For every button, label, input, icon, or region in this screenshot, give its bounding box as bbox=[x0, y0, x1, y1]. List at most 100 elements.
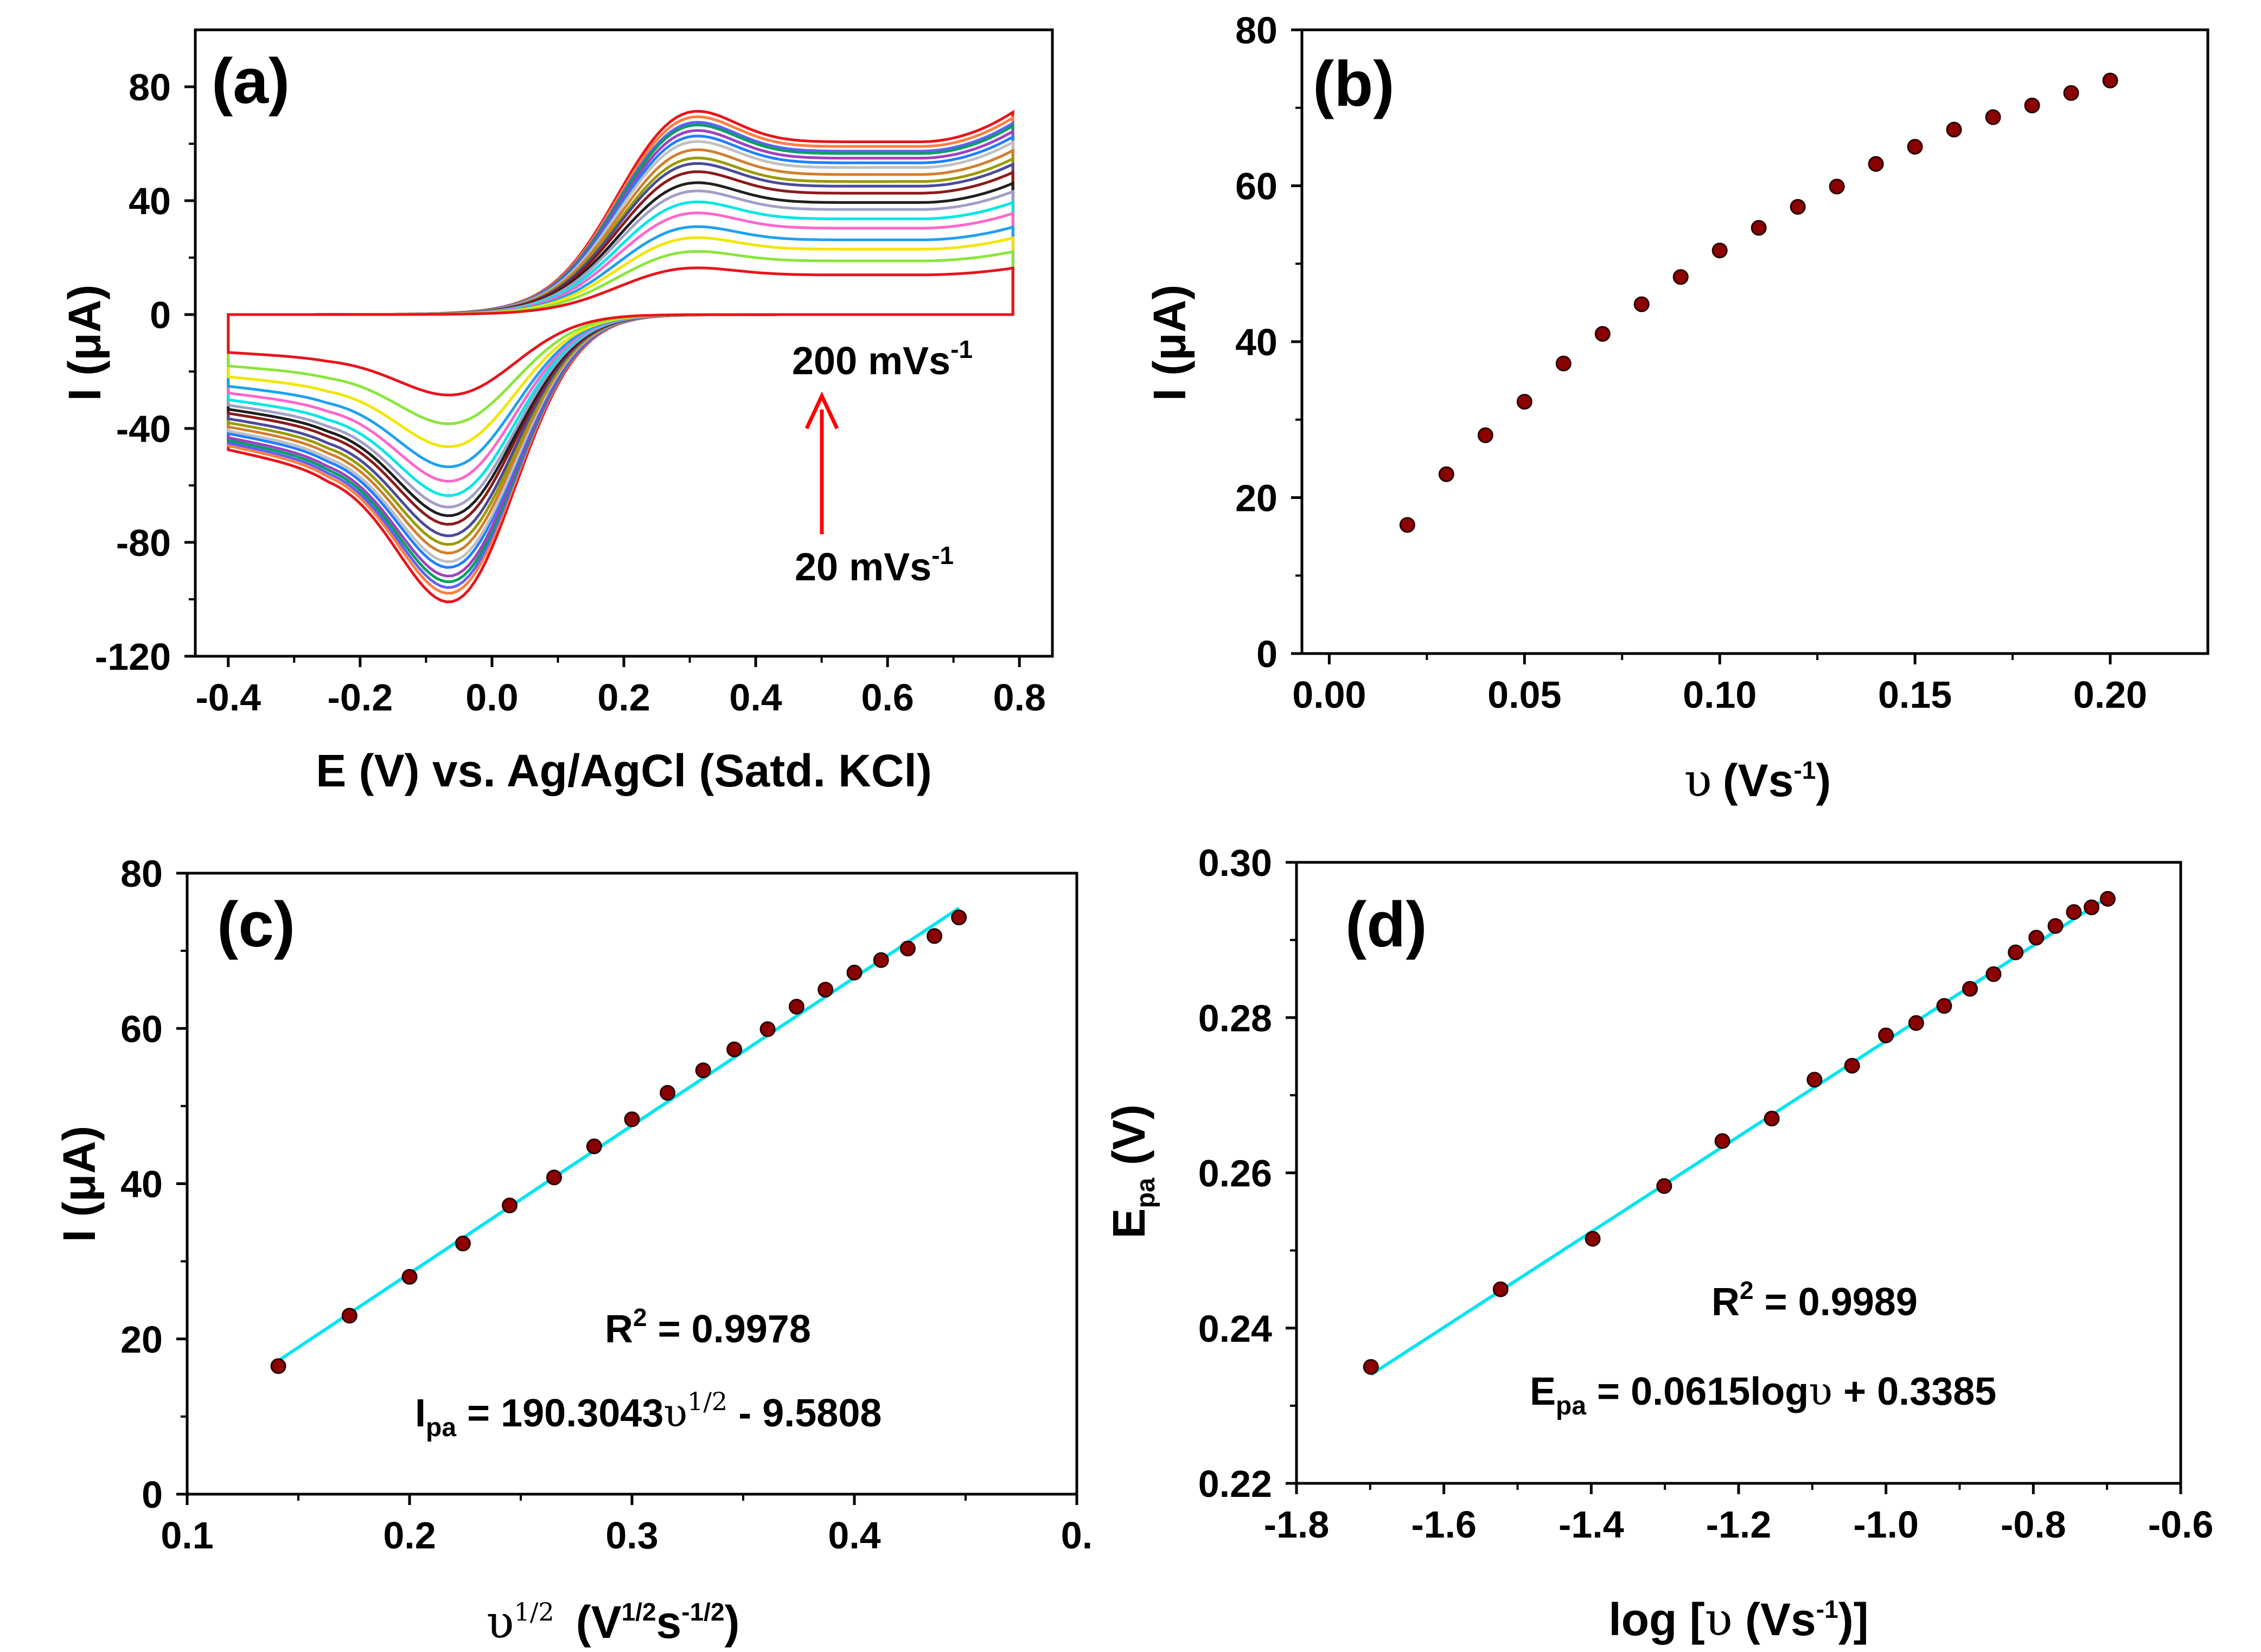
data-point bbox=[1908, 1015, 1924, 1031]
y-tick-label: 0.22 bbox=[1198, 1463, 1272, 1505]
data-point bbox=[759, 1021, 776, 1038]
annotation-20-mVs: 20 mVs-1 bbox=[795, 541, 954, 589]
data-point bbox=[1806, 1072, 1823, 1088]
panel-d-ylabel: Epa (V) bbox=[1103, 1104, 1160, 1238]
y-tick-label: 80 bbox=[120, 853, 163, 895]
data-point bbox=[1868, 156, 1884, 172]
x-tick-label: -1.2 bbox=[1706, 1503, 1772, 1546]
data-point bbox=[1516, 394, 1532, 410]
panel-c-xlabel: υ1/2 (V1/2s-1/2) bbox=[486, 1596, 739, 1649]
data-point bbox=[1594, 326, 1611, 342]
data-point bbox=[1985, 109, 2001, 125]
panel-d-r2: R2 = 0.9989 bbox=[1711, 1276, 1918, 1324]
y-tick-label: 80 bbox=[129, 66, 171, 108]
x-tick-label: 0.4 bbox=[828, 1514, 880, 1557]
data-point bbox=[1946, 121, 1962, 138]
data-point bbox=[1633, 296, 1650, 312]
data-point bbox=[2028, 930, 2045, 946]
data-point bbox=[1764, 1110, 1780, 1126]
data-point bbox=[1438, 466, 1454, 482]
y-tick-label: 0 bbox=[1256, 633, 1278, 675]
data-point bbox=[455, 1235, 471, 1252]
panel-d-ticks: -1.8 -1.6 -1.4 -1.2 -1.0 -0.8 -0.6 0.22 0.24 0.26… bbox=[1198, 842, 2214, 1546]
fit-line bbox=[277, 906, 960, 1362]
data-point bbox=[341, 1308, 357, 1324]
panel-c-ylabel: I (μA) bbox=[54, 1126, 105, 1243]
x-tick-label: 0.05 bbox=[1487, 674, 1561, 716]
data-point bbox=[1790, 199, 1806, 215]
panel-b-ylabel: I (μA) bbox=[1144, 285, 1195, 401]
data-point bbox=[1962, 981, 1978, 997]
x-tick-label: 0.10 bbox=[1683, 674, 1757, 716]
data-point bbox=[2102, 72, 2118, 88]
x-tick-label: 0.2 bbox=[383, 1514, 436, 1557]
y-tick-label: -40 bbox=[116, 408, 171, 450]
x-tick-label: 0.6 bbox=[861, 676, 914, 719]
data-point bbox=[1477, 427, 1493, 443]
annotation-200-mVs: 200 mVs-1 bbox=[792, 335, 973, 383]
panel-b: 0.00 0.05 0.10 0.15 0.20 0 20 40 60 80 (b) υ (Vs-1… bbox=[1144, 9, 2209, 807]
y-tick-label: 40 bbox=[120, 1163, 163, 1206]
data-point bbox=[1492, 1281, 1509, 1297]
data-point bbox=[2008, 944, 2024, 961]
data-point bbox=[1585, 1231, 1601, 1247]
panel-a: -0.4 -0.2 0.0 0.2 0.4 0.6 0.8 -120 -80 -40 0 40 80 (… bbox=[59, 28, 1054, 796]
data-point bbox=[1936, 998, 1952, 1014]
data-point bbox=[846, 964, 863, 981]
data-point bbox=[899, 940, 916, 957]
x-tick-label: 0.15 bbox=[1878, 674, 1952, 716]
x-tick-label: -1.6 bbox=[1411, 1503, 1477, 1546]
panel-b-ticks: 0.00 0.05 0.10 0.15 0.20 0 20 40 60 80 bbox=[1235, 9, 2147, 716]
y-tick-label: 0.26 bbox=[1198, 1152, 1272, 1195]
y-tick-label: 0.30 bbox=[1198, 842, 1272, 884]
data-point bbox=[1555, 355, 1572, 372]
cv-curve-20 bbox=[227, 266, 1014, 396]
panel-a-plot-area bbox=[227, 110, 1014, 604]
y-tick-label: 0 bbox=[150, 294, 171, 336]
x-tick-label: 0.3 bbox=[605, 1514, 658, 1557]
panel-b-xlabel: υ (Vs-1) bbox=[1684, 754, 1831, 807]
x-tick-label: -0.8 bbox=[2001, 1503, 2066, 1546]
y-tick-label: 60 bbox=[120, 1008, 163, 1050]
fit-line bbox=[1370, 895, 2109, 1376]
panel-c-plot-area bbox=[270, 906, 967, 1374]
y-tick-label: 80 bbox=[1235, 9, 1278, 52]
data-point bbox=[951, 910, 967, 926]
panel-b-title: (b) bbox=[1313, 48, 1395, 120]
y-tick-label: -80 bbox=[116, 522, 171, 564]
data-point bbox=[401, 1269, 418, 1285]
data-point bbox=[2084, 899, 2100, 915]
y-tick-label: -120 bbox=[95, 636, 171, 678]
data-point bbox=[927, 928, 943, 944]
data-point bbox=[2063, 85, 2079, 101]
y-tick-label: 40 bbox=[1235, 321, 1278, 363]
data-point bbox=[1844, 1058, 1860, 1074]
panel-d-title: (d) bbox=[1345, 889, 1427, 961]
x-tick-label: 0.2 bbox=[597, 676, 650, 719]
panel-c-equation: Ipa = 190.3043υ1/2 - 9.5808 bbox=[415, 1387, 882, 1442]
data-point bbox=[1672, 269, 1689, 285]
y-tick-label: 20 bbox=[120, 1318, 163, 1361]
panel-d-xlabel: log [υ (Vs-1)] bbox=[1608, 1593, 1868, 1646]
panel-c-title: (c) bbox=[217, 889, 295, 961]
data-point bbox=[1711, 242, 1728, 259]
panel-d: -1.8 -1.6 -1.4 -1.2 -1.0 -0.8 -0.6 0.22 0.24 0.26… bbox=[1103, 842, 2213, 1646]
data-point bbox=[2100, 891, 2116, 907]
y-tick-label: 40 bbox=[129, 180, 171, 222]
data-point bbox=[1878, 1027, 1894, 1043]
cv-curve-30 bbox=[227, 249, 1014, 425]
data-point bbox=[1985, 966, 2002, 982]
data-point bbox=[726, 1041, 743, 1058]
x-tick-label: 0.8 bbox=[993, 676, 1046, 719]
x-tick-label: 0.1 bbox=[161, 1514, 213, 1557]
data-point bbox=[1399, 517, 1415, 533]
panel-a-xlabel: E (V) vs. Ag/AgCl (Satd. KCl) bbox=[316, 745, 932, 796]
data-point bbox=[788, 998, 804, 1015]
panel-c-ticks: 0.1 0.2 0.3 0.4 0. 0 20 40 60 80 bbox=[120, 853, 1093, 1557]
scan-rate-arrow-head bbox=[804, 391, 839, 430]
data-point bbox=[1751, 220, 1767, 236]
data-point bbox=[873, 952, 889, 968]
x-tick-label: 0.20 bbox=[2073, 674, 2147, 716]
